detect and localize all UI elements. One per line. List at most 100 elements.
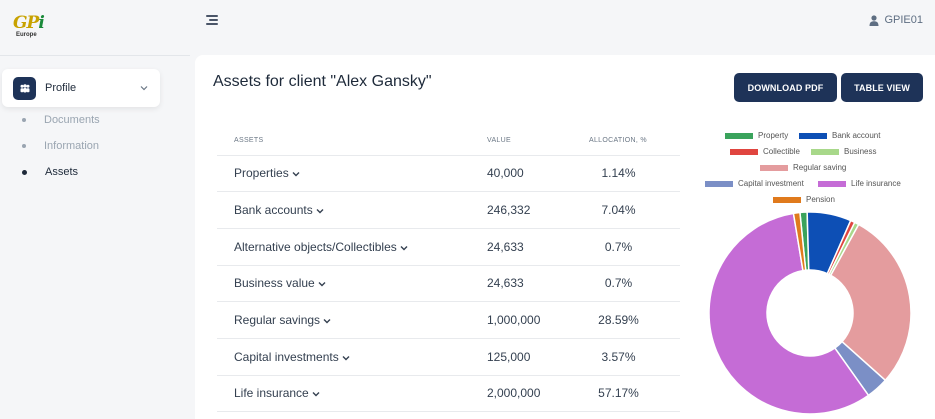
legend-label: Property bbox=[758, 131, 789, 140]
legend-swatch bbox=[818, 180, 846, 187]
asset-name-toggle[interactable]: Life insurance bbox=[234, 386, 320, 400]
table-row: Business value 24,633 0.7% bbox=[217, 265, 680, 303]
table-view-button[interactable]: TABLE VIEW bbox=[841, 73, 923, 102]
asset-value: 2,000,000 bbox=[469, 375, 579, 413]
table-row: Alternative objects/Collectibles 24,633 0.… bbox=[217, 228, 680, 266]
legend-swatch bbox=[811, 148, 839, 155]
legend-swatch bbox=[773, 196, 801, 203]
asset-cell: Business value bbox=[217, 265, 469, 303]
legend-item[interactable]: Collectible bbox=[730, 147, 800, 156]
asset-value: 40,000 bbox=[469, 155, 579, 193]
chevron-down-icon bbox=[342, 355, 350, 361]
header-divider bbox=[0, 55, 190, 56]
asset-name: Alternative objects/Collectibles bbox=[234, 239, 397, 254]
asset-name-toggle[interactable]: Regular savings bbox=[234, 313, 331, 327]
asset-name: Life insurance bbox=[234, 386, 309, 401]
table-row: Capital investments 125,000 3.57% bbox=[217, 338, 680, 376]
pie-slice[interactable] bbox=[829, 223, 911, 382]
table-row: Bank accounts 246,332 7.04% bbox=[217, 191, 680, 229]
asset-value: 125,000 bbox=[469, 338, 579, 376]
asset-cell: Properties bbox=[217, 155, 469, 193]
column-header-value: VALUE bbox=[469, 127, 579, 156]
sidebar-item-label: Profile bbox=[45, 82, 77, 94]
legend-item[interactable]: Business bbox=[811, 147, 876, 156]
asset-allocation: 1.14% bbox=[579, 155, 680, 193]
chevron-down-icon bbox=[292, 172, 300, 177]
table-row: Life insurance 2,000,000 57.17% bbox=[217, 375, 680, 413]
legend-label: Capital investment bbox=[738, 179, 804, 188]
asset-cell: Capital investments bbox=[217, 338, 469, 376]
legend-label: Regular saving bbox=[793, 163, 847, 172]
chevron-down-icon bbox=[323, 318, 331, 324]
asset-allocation: 7.04% bbox=[579, 191, 680, 229]
legend-swatch bbox=[730, 148, 758, 155]
legend-item[interactable]: Pension bbox=[773, 195, 835, 204]
bullet-icon bbox=[22, 144, 26, 148]
asset-name: Capital investments bbox=[234, 349, 339, 364]
table-row: Properties 40,000 1.14% bbox=[217, 155, 680, 193]
legend-label: Business bbox=[844, 147, 877, 156]
sidebar-item-assets[interactable]: Assets bbox=[22, 166, 78, 178]
sidebar-item-profile[interactable]: Profile bbox=[2, 69, 160, 107]
legend-item[interactable]: Life insurance bbox=[818, 179, 901, 188]
asset-allocation: 57.17% bbox=[579, 375, 680, 413]
user-name: GPIE01 bbox=[884, 14, 923, 26]
bullet-icon bbox=[22, 169, 27, 175]
pie-slice[interactable] bbox=[709, 212, 870, 414]
asset-name-toggle[interactable]: Properties bbox=[234, 166, 300, 180]
legend-item[interactable]: Property bbox=[725, 131, 788, 140]
gpi-logo[interactable]: GPi Europe bbox=[13, 14, 49, 42]
asset-name: Bank accounts bbox=[234, 203, 313, 218]
asset-name: Properties bbox=[234, 166, 289, 181]
legend-item[interactable]: Capital investment bbox=[705, 179, 804, 188]
legend-swatch bbox=[725, 132, 753, 139]
asset-allocation: 28.59% bbox=[579, 301, 680, 339]
asset-value: 24,633 bbox=[469, 228, 579, 266]
asset-cell: Life insurance bbox=[217, 375, 469, 413]
profile-badge bbox=[13, 76, 36, 100]
legend-item[interactable]: Regular saving bbox=[760, 163, 846, 172]
legend-label: Life insurance bbox=[851, 179, 901, 188]
legend-label: Bank account bbox=[832, 131, 881, 140]
logo-subtitle: Europe bbox=[16, 32, 37, 38]
asset-allocation: 0.7% bbox=[579, 265, 680, 303]
page-title: Assets for client "Alex Gansky" bbox=[213, 73, 432, 90]
asset-name: Regular savings bbox=[234, 313, 321, 328]
asset-cell: Alternative objects/Collectibles bbox=[217, 228, 469, 266]
bullet-icon bbox=[22, 118, 26, 122]
asset-cell: Regular savings bbox=[217, 301, 469, 339]
asset-cell: Bank accounts bbox=[217, 191, 469, 229]
asset-name: Business value bbox=[234, 276, 315, 291]
logo-text: GP bbox=[13, 13, 39, 33]
table-header-row: ASSETS VALUE ALLOCATION, % bbox=[217, 127, 680, 156]
legend-item[interactable]: Bank account bbox=[799, 131, 880, 140]
column-header-assets: ASSETS bbox=[217, 127, 469, 156]
logo-mark: GPi bbox=[13, 14, 49, 32]
user-menu[interactable]: GPIE01 bbox=[869, 14, 923, 26]
menu-icon[interactable] bbox=[206, 15, 220, 27]
sidebar-item-label: Assets bbox=[45, 166, 79, 178]
column-header-allocation: ALLOCATION, % bbox=[579, 127, 680, 156]
chevron-down-icon bbox=[400, 245, 408, 251]
assets-card: Assets for client "Alex Gansky" DOWNLOAD… bbox=[195, 55, 935, 419]
legend-swatch bbox=[799, 132, 827, 139]
asset-value: 246,332 bbox=[469, 191, 579, 229]
table-row: Regular savings 1,000,000 28.59% bbox=[217, 301, 680, 339]
asset-name-toggle[interactable]: Capital investments bbox=[234, 350, 350, 364]
asset-name-toggle[interactable]: Bank accounts bbox=[234, 203, 324, 217]
sidebar-item-information[interactable]: Information bbox=[22, 140, 99, 152]
sidebar-item-documents[interactable]: Documents bbox=[22, 114, 100, 126]
download-pdf-button[interactable]: DOWNLOAD PDF bbox=[734, 73, 837, 102]
pie-slice[interactable] bbox=[792, 212, 807, 272]
asset-allocation: 3.57% bbox=[579, 338, 680, 376]
legend-swatch bbox=[760, 164, 788, 171]
assets-table: ASSETS VALUE ALLOCATION, % Properties 40,… bbox=[217, 127, 680, 413]
chevron-down-icon bbox=[312, 392, 320, 397]
chevron-down-icon bbox=[140, 86, 148, 91]
asset-name-toggle[interactable]: Business value bbox=[234, 276, 326, 290]
asset-name-toggle[interactable]: Alternative objects/Collectibles bbox=[234, 240, 408, 254]
sidebar-item-label: Information bbox=[44, 140, 100, 152]
legend-label: Collectible bbox=[763, 147, 800, 156]
asset-allocation: 0.7% bbox=[579, 228, 680, 266]
user-icon bbox=[869, 14, 879, 26]
